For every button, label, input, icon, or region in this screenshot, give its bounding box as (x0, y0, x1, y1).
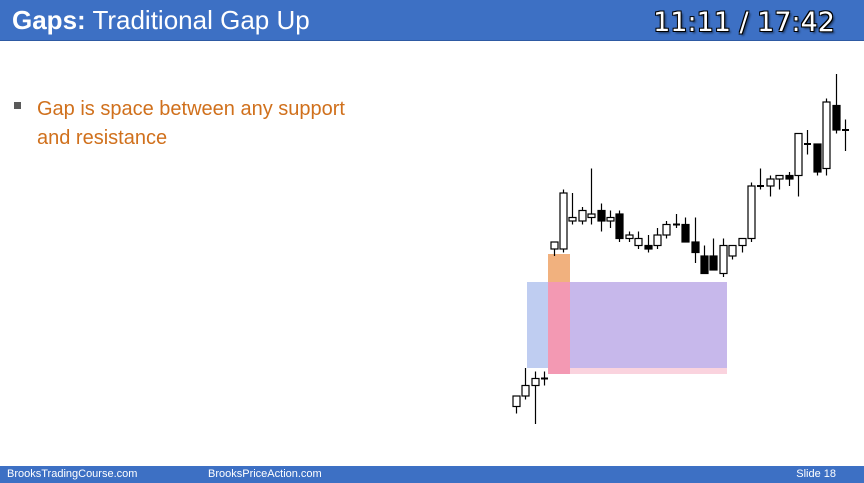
bull-candle-body (794, 132, 803, 177)
range-blue-region (527, 282, 548, 368)
bullet-list: Gap is space between any support and res… (14, 95, 354, 153)
bull-candle-body (719, 244, 728, 275)
slide-header: Gaps: Traditional Gap Up 11:11 / 17:42 (0, 0, 864, 41)
bullet-item: Gap is space between any support and res… (14, 95, 354, 153)
bull-candle-body (512, 395, 521, 408)
candle (832, 74, 841, 134)
candle (625, 231, 634, 242)
bull-candle-body (634, 237, 643, 247)
bear-candle-body (597, 209, 606, 222)
bull-candle-body (775, 174, 784, 180)
candle (691, 217, 700, 263)
candle (785, 172, 794, 186)
candle (531, 371, 540, 424)
bear-candle-body (615, 213, 624, 240)
slide-number: Slide 18 (796, 468, 836, 480)
candle (615, 210, 624, 242)
candle (757, 168, 764, 190)
candle (597, 203, 606, 232)
bull-candle-body (766, 178, 775, 187)
slide-title-rest: Traditional Gap Up (85, 5, 310, 35)
slide-title-bold: Gaps: (12, 5, 86, 35)
bear-candle-body (785, 174, 794, 180)
bull-candle-body (653, 234, 662, 247)
candle (747, 182, 756, 242)
candle (634, 231, 643, 249)
bear-candle-body (700, 255, 709, 275)
bull-candle-body (662, 223, 671, 236)
candle (653, 228, 662, 249)
candle (766, 175, 775, 197)
range-pink-strip (570, 368, 727, 374)
bear-candle-body (709, 255, 718, 271)
candle (842, 119, 849, 151)
bear-candle-body (832, 104, 841, 131)
candle (813, 143, 822, 176)
bull-candle-body (606, 216, 615, 222)
bull-candle-body (578, 209, 587, 222)
candle (738, 237, 747, 253)
footer-left-link[interactable]: BrooksTradingCourse.com (7, 468, 138, 480)
bull-candle-body (568, 216, 577, 222)
bull-candle-body (587, 213, 596, 219)
candle (728, 244, 737, 260)
bull-candle-body (738, 237, 747, 247)
candle (568, 193, 577, 225)
candle (822, 98, 831, 176)
bull-candle-body (822, 101, 831, 170)
candle (719, 238, 728, 277)
bull-candle-body (747, 185, 756, 240)
bear-candle-body (813, 143, 822, 173)
candles-group (512, 74, 849, 424)
bull-candle-body (559, 192, 568, 250)
candle (578, 207, 587, 225)
candle (644, 235, 653, 253)
bull-candle-body (531, 377, 540, 387)
candle (700, 245, 709, 275)
bullet-text: Gap is space between any support and res… (37, 98, 345, 149)
candle (804, 130, 811, 155)
candle (512, 395, 521, 414)
bull-candle-body (550, 241, 559, 250)
candle (794, 132, 803, 197)
candle (587, 168, 596, 225)
slide-title: Gaps: Traditional Gap Up (12, 4, 310, 36)
bear-candle-body (644, 244, 653, 250)
candle (709, 238, 718, 271)
candle (541, 371, 548, 386)
footer-center-link[interactable]: BrooksPriceAction.com (208, 468, 322, 480)
video-timer: 11:11 / 17:42 (653, 7, 835, 38)
candle (606, 210, 615, 228)
square-bullet-icon (14, 102, 21, 109)
bull-candle-body (728, 244, 737, 257)
candle (673, 214, 680, 228)
gap-orange-region (548, 254, 570, 282)
bull-candle-body (521, 384, 530, 397)
candle (559, 189, 568, 253)
slide-footer: BrooksTradingCourse.com BrooksPriceActio… (0, 466, 864, 483)
candle (662, 221, 671, 239)
candle (681, 217, 690, 243)
bull-candle-body (625, 234, 634, 240)
gap-overlap-region (548, 282, 570, 374)
candle (775, 174, 784, 190)
bear-candle-body (691, 241, 700, 254)
range-purple-region (570, 282, 727, 368)
candle (521, 368, 530, 400)
candle (550, 241, 559, 256)
bear-candle-body (681, 223, 690, 243)
